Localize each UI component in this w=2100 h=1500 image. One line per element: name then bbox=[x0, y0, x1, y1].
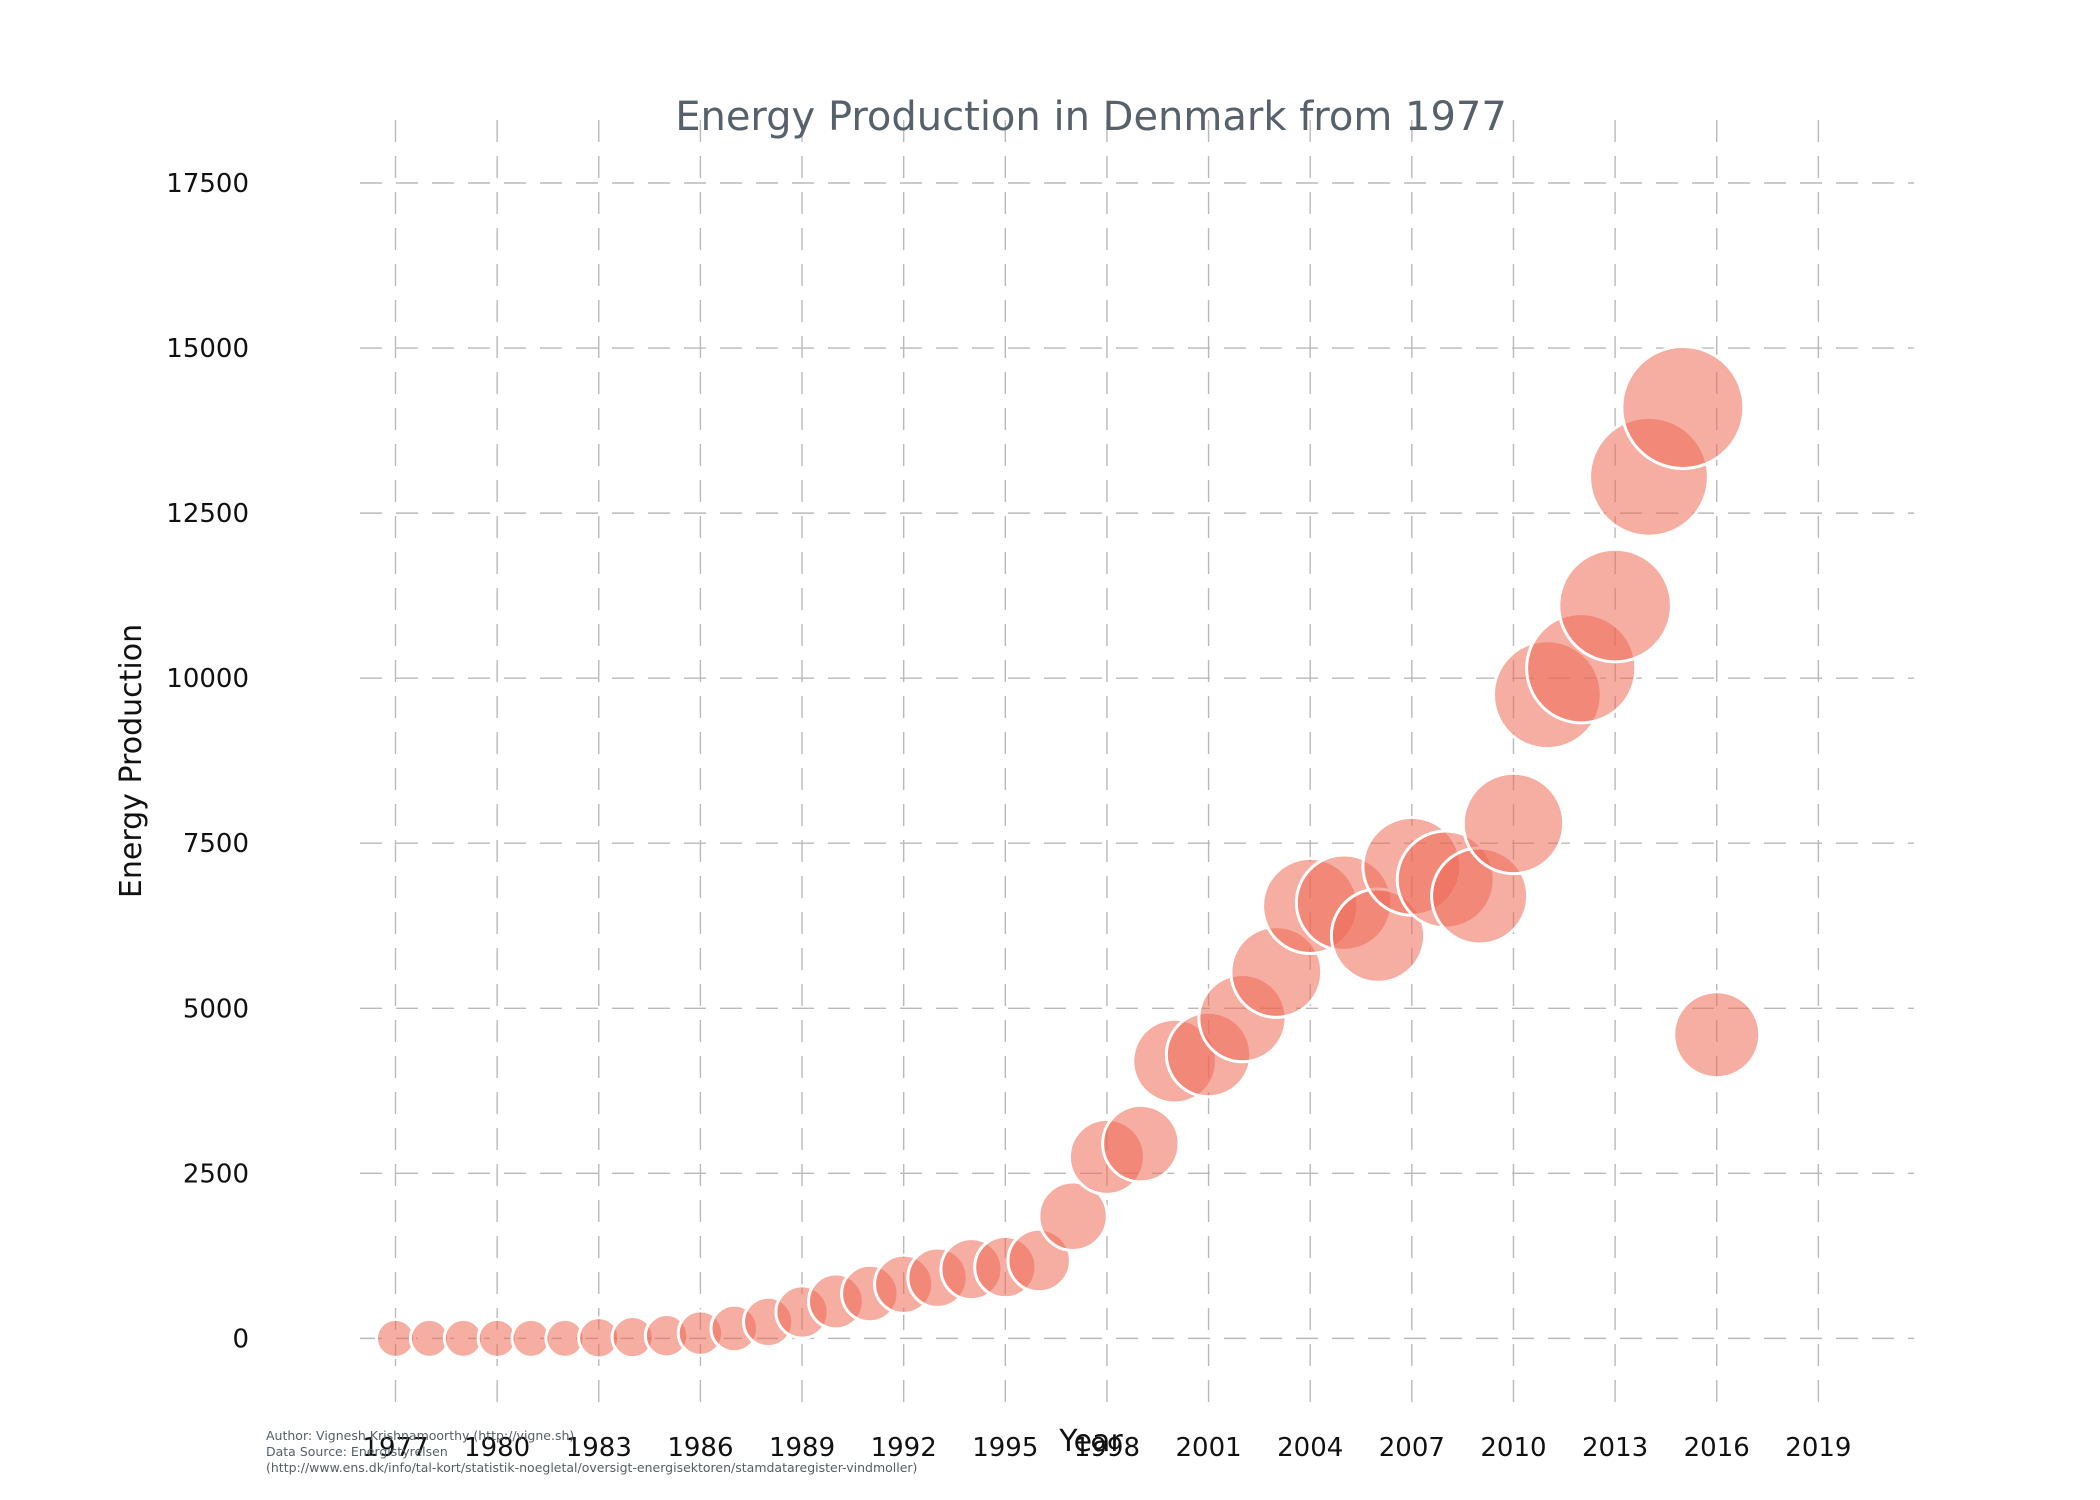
y-tick-label: 0 bbox=[232, 1324, 249, 1354]
x-tick-label: 2001 bbox=[1175, 1433, 1241, 1463]
grid bbox=[360, 120, 1914, 1408]
x-tick-label: 2019 bbox=[1785, 1433, 1851, 1463]
footnote-author: Author: Vignesh Krishnamoorthy (http://v… bbox=[266, 1428, 575, 1443]
data-bubble-1980 bbox=[476, 1317, 518, 1359]
data-bubble-1997 bbox=[1037, 1180, 1109, 1252]
x-tick-label: 2013 bbox=[1582, 1433, 1648, 1463]
x-axis-label: Year bbox=[1058, 1424, 1123, 1459]
bubbles bbox=[375, 344, 1762, 1360]
x-tick-label: 1992 bbox=[871, 1433, 937, 1463]
data-bubble-1977 bbox=[375, 1317, 417, 1359]
footnote-url: (http://www.ens.dk/info/tal-kort/statist… bbox=[266, 1460, 918, 1475]
x-tick-label: 2010 bbox=[1480, 1433, 1546, 1463]
x-tick-label: 2004 bbox=[1277, 1433, 1343, 1463]
y-tick-label: 7500 bbox=[183, 829, 249, 859]
data-bubble-2016 bbox=[1672, 990, 1762, 1080]
y-axis-ticks: 0 2500 5000 7500 10000 12500 15000 17500 bbox=[166, 169, 249, 1354]
data-bubble-1978 bbox=[408, 1317, 450, 1359]
x-tick-label: 1977 bbox=[362, 1433, 428, 1463]
data-bubble-1979 bbox=[442, 1317, 484, 1359]
y-tick-label: 17500 bbox=[166, 169, 249, 199]
data-bubble-1981 bbox=[510, 1317, 552, 1359]
y-tick-label: 2500 bbox=[183, 1159, 249, 1189]
data-bubble-1999 bbox=[1101, 1103, 1181, 1184]
x-tick-label: 1980 bbox=[464, 1433, 530, 1463]
footnote: Author: Vignesh Krishnamoorthy (http://v… bbox=[266, 1428, 917, 1476]
y-axis-label: Energy Production bbox=[114, 624, 149, 898]
x-tick-label: 1986 bbox=[667, 1433, 733, 1463]
y-tick-label: 10000 bbox=[166, 664, 249, 694]
footnote-source: Data Source: Energistyrelsen bbox=[266, 1444, 448, 1459]
x-tick-label: 1998 bbox=[1074, 1433, 1140, 1463]
x-tick-label: 2016 bbox=[1684, 1433, 1750, 1463]
y-tick-label: 12500 bbox=[166, 499, 249, 529]
x-axis-ticks: 1977 1980 1983 1986 1989 1992 1995 1998 2001 2004… bbox=[362, 1433, 1851, 1463]
x-tick-label: 1995 bbox=[972, 1433, 1038, 1463]
x-tick-label: 1983 bbox=[566, 1433, 632, 1463]
data-bubble-2010 bbox=[1461, 771, 1566, 876]
data-bubble-2015 bbox=[1620, 344, 1746, 470]
y-tick-label: 5000 bbox=[183, 994, 249, 1024]
data-bubble-2013 bbox=[1557, 547, 1673, 664]
y-tick-label: 15000 bbox=[166, 334, 249, 364]
x-tick-label: 1989 bbox=[769, 1433, 835, 1463]
chart-title: Energy Production in Denmark from 1977 bbox=[675, 94, 1507, 140]
x-tick-label: 2007 bbox=[1379, 1433, 1445, 1463]
